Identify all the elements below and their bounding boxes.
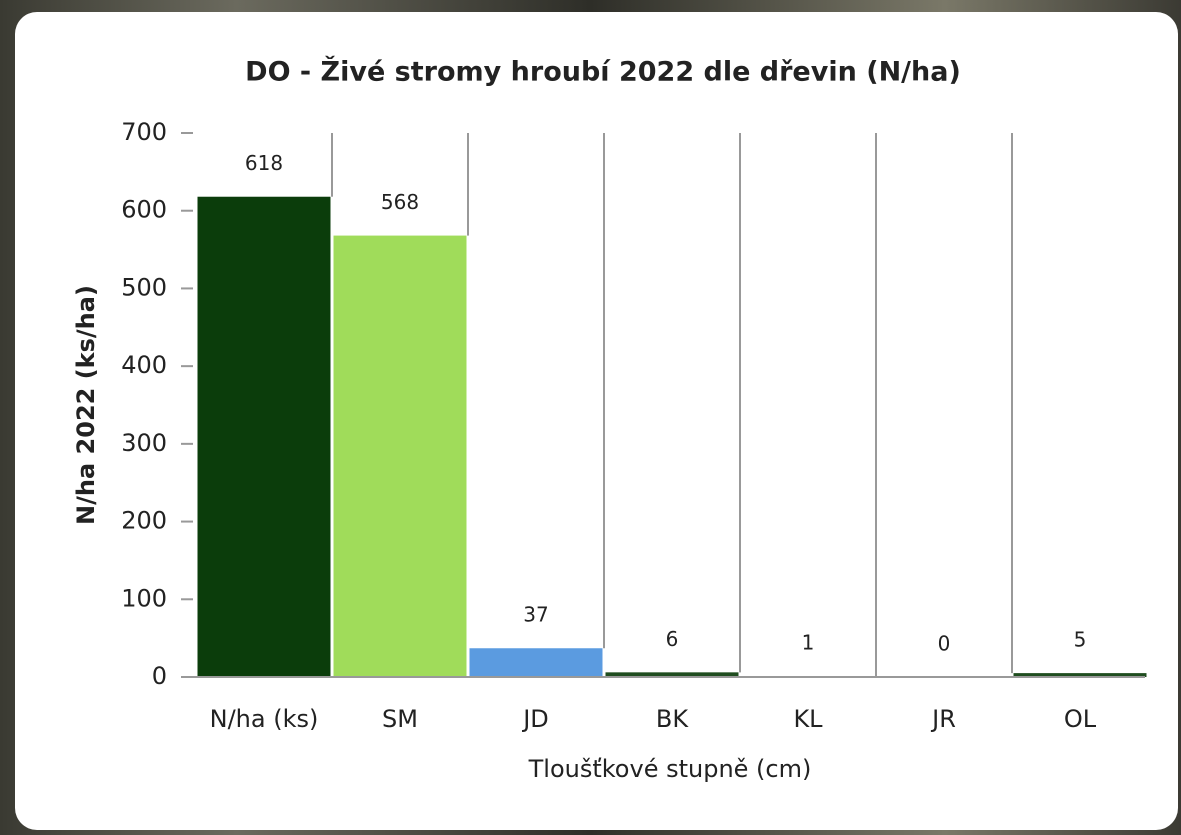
x-axis-title: Tloušťkové stupně (cm): [528, 755, 812, 783]
chart: DO - Živé stromy hroubí 2022 dle dřevin …: [0, 0, 1181, 835]
value-label: 5: [1074, 628, 1087, 652]
y-tick-label: 600: [121, 196, 167, 224]
x-tick-label: KL: [793, 705, 823, 733]
value-label: 618: [245, 151, 283, 175]
y-axis-title: N/ha 2022 (ks/ha): [72, 285, 100, 525]
value-label: 568: [381, 190, 419, 214]
y-tick-label: 0: [152, 662, 167, 690]
y-tick-label: 700: [121, 118, 167, 146]
value-label: 6: [666, 627, 679, 651]
value-label: 37: [523, 603, 548, 627]
page: DO - Živé stromy hroubí 2022 dle dřevin …: [0, 0, 1181, 835]
bar: [334, 236, 467, 677]
x-tick-label: OL: [1064, 705, 1097, 733]
y-tick-label: 200: [121, 507, 167, 535]
x-tick-label: JD: [521, 705, 549, 733]
x-tick-label: SM: [382, 705, 418, 733]
y-tick-label: 500: [121, 273, 167, 301]
bar: [198, 197, 331, 677]
y-tick-label: 400: [121, 351, 167, 379]
value-label: 0: [938, 632, 951, 656]
bar: [470, 648, 603, 677]
y-tick-label: 100: [121, 584, 167, 612]
x-tick-label: BK: [656, 705, 689, 733]
y-tick-label: 300: [121, 429, 167, 457]
x-tick-label: N/ha (ks): [210, 705, 319, 733]
x-tick-label: JR: [930, 705, 956, 733]
value-label: 1: [802, 631, 815, 655]
chart-title: DO - Živé stromy hroubí 2022 dle dřevin …: [245, 56, 961, 88]
